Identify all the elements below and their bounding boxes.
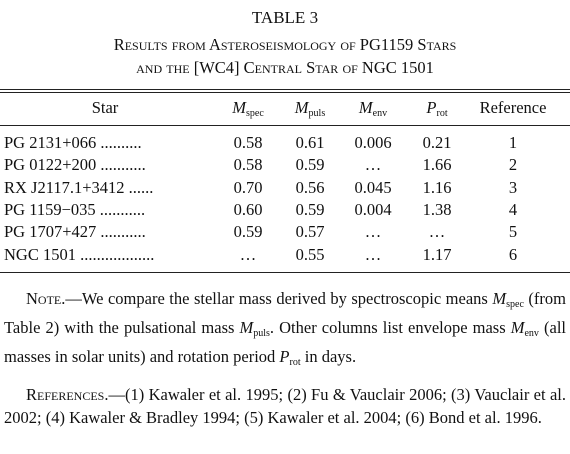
symbol-subscript: puls <box>253 328 270 339</box>
cell: … <box>364 155 382 175</box>
star-name: PG 2131+066 .......... <box>4 133 142 152</box>
header-cell: Menv <box>359 98 387 124</box>
cell: 4 <box>508 199 518 219</box>
symbol-subscript: puls <box>308 108 326 119</box>
header-cell: Mpuls <box>295 98 325 124</box>
cell: 1.66 <box>422 155 452 175</box>
symbol-letter: M <box>492 289 507 308</box>
cell: … <box>364 222 382 242</box>
note-text-part: (from Table 2) with the pulsational mass <box>4 289 566 337</box>
note-label: Note.— <box>26 289 82 308</box>
symbol-subscript: rot <box>289 357 301 368</box>
symbol-subscript: rot <box>436 108 448 119</box>
symbol-subscript: spec <box>506 299 524 310</box>
cell: 0.21 <box>422 133 452 152</box>
cell: … <box>428 222 446 242</box>
cell: 1 <box>508 133 518 152</box>
cell: 0.56 <box>295 177 325 197</box>
header-rule <box>0 125 570 126</box>
cell: 0.006 <box>354 133 392 152</box>
note: Note.—We compare the stellar mass derive… <box>4 287 566 374</box>
symbol: Prot <box>279 347 301 368</box>
symbol-letter: M <box>358 98 373 117</box>
symbol-letter: M <box>510 318 525 337</box>
symbol: Mpuls <box>294 98 326 119</box>
cell: 3 <box>508 177 518 197</box>
star-name: PG 1159−035 ........... <box>4 199 146 219</box>
bottom-rule <box>0 272 570 273</box>
symbol: Mspec <box>492 289 524 310</box>
header-cell: Mspec <box>232 98 264 124</box>
cell: 0.59 <box>295 155 325 175</box>
top-rule <box>0 89 570 90</box>
star-name: PG 1707+427 ........... <box>4 222 146 242</box>
symbol-letter: M <box>239 318 254 337</box>
header-cell: Prot <box>426 98 447 124</box>
cell: 0.58 <box>233 133 263 152</box>
symbol: Menv <box>510 318 539 339</box>
symbol-subscript: env <box>372 108 388 119</box>
header-cell: Reference <box>479 98 547 117</box>
symbol: Prot <box>426 98 448 119</box>
note-text: We compare the stellar mass derived by s… <box>4 289 566 368</box>
symbol-subscript: spec <box>245 108 264 119</box>
cell: 0.60 <box>233 199 263 219</box>
cell: 1.38 <box>422 199 452 219</box>
cell: … <box>364 244 382 264</box>
cell: 6 <box>508 244 518 264</box>
symbol-letter: P <box>279 347 290 366</box>
references: References.—(1) Kawaler et al. 1995; (2)… <box>4 383 566 429</box>
star-name: PG 0122+200 ........... <box>4 155 146 175</box>
cell: 0.70 <box>233 177 263 197</box>
references-text: (1) Kawaler et al. 1995; (2) Fu & Vaucla… <box>4 385 566 427</box>
cell: 0.58 <box>233 155 263 175</box>
cell: 0.59 <box>233 222 263 242</box>
cell: 0.045 <box>354 177 392 197</box>
references-label: References.— <box>26 385 125 404</box>
note-text-part: in days. <box>300 347 357 366</box>
note-text-part: (all masses in solar units) and rotation… <box>4 318 566 366</box>
symbol: Mpuls <box>239 318 270 339</box>
cell: 1.16 <box>422 177 452 197</box>
symbol: Menv <box>358 98 388 119</box>
star-name: RX J2117.1+3412 ...... <box>4 177 154 197</box>
top-rule <box>0 92 570 93</box>
cell: 1.17 <box>422 244 452 264</box>
title-line: and the [WC4] Central Star of NGC 1501 <box>136 58 434 77</box>
header-cell: Star <box>91 98 119 117</box>
note-text-part: We compare the stellar mass derived by s… <box>81 289 493 308</box>
note-text-part: . Other columns list envelope mass <box>269 318 511 337</box>
symbol-letter: M <box>232 98 246 117</box>
symbol-letter: M <box>294 98 309 117</box>
symbol-letter: P <box>426 98 437 117</box>
title-line: Results from Asteroseismology of PG1159 … <box>113 35 457 54</box>
cell: 0.59 <box>295 199 325 219</box>
symbol-subscript: env <box>524 328 539 339</box>
cell: … <box>239 244 257 264</box>
star-name: NGC 1501 .................. <box>4 244 155 264</box>
cell: 0.57 <box>295 222 325 242</box>
cell: 0.55 <box>295 244 325 264</box>
cell: 0.61 <box>295 133 325 152</box>
symbol: Mspec <box>232 98 264 119</box>
cell: 0.004 <box>354 199 392 219</box>
cell: 2 <box>508 155 518 175</box>
table-number: TABLE 3 <box>251 8 319 27</box>
cell: 5 <box>508 222 518 242</box>
